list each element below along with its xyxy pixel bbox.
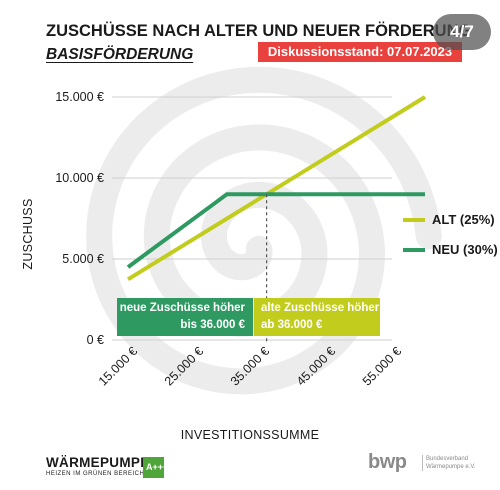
swirl-spiral [86,66,442,395]
legend-label-alt: ALT (25%) [432,212,495,227]
y-tick-label: 5.000 € [62,252,104,266]
annotation-old-line-2: ab 36.000 € [261,319,323,331]
legend-item-neu: NEU (30%) [403,242,498,258]
chart-subtitle: BASISFÖRDERUNG [46,46,194,63]
status-badge: Diskussionsstand: 07.07.2023 [258,42,462,62]
y-tick-label: 0 € [87,333,104,347]
annotation-new-higher: neue Zuschüsse höher bis 36.000 € [117,298,253,336]
legend-label-neu: NEU (30%) [432,242,498,257]
waermepumpe-logo-subtitle: HEIZEN IM GRÜNEN BEREICH [46,471,145,477]
annotation-new-line-2: bis 36.000 € [180,319,245,331]
y-axis-label-text: ZUSCHUSS [21,198,35,270]
series-line-alt [126,95,427,282]
chart-title: ZUSCHÜSSE NACH ALTER UND NEUER FÖRDERUNG [46,22,472,40]
series-line-neu [126,192,425,269]
bwp-logo: bwp [368,451,407,473]
annotation-new-line-1: neue Zuschüsse höher [119,302,245,314]
x-tick-label: 15.000 € [96,344,140,388]
waermepumpe-logo-title: WÄRMEPUMPE [46,455,150,470]
y-axis-label: ZUSCHUSS [8,185,52,285]
y-tick-label: 10.000 € [55,171,104,185]
waermepumpe-logo: WÄRMEPUMPE HEIZEN IM GRÜNEN BEREICH [46,455,150,477]
annotation-old-line-1: alte Zuschüsse höher [261,302,380,314]
x-axis-label: INVESTITIONSSUMME [180,428,320,442]
x-tick-label: 55.000 € [360,344,404,388]
background-swirl [86,66,442,395]
page-counter[interactable]: 4/7 [433,14,491,50]
y-tick-label: 15.000 € [55,90,104,104]
annotation-old-higher: alte Zuschüsse höher ab 36.000 € [254,298,380,336]
bwp-logo-subtitle: Bundesverband Wärmepumpe e.V. [422,455,475,471]
legend-swatch-alt [403,217,425,222]
legend-item-alt: ALT (25%) [403,212,495,228]
energy-label-icon: A+++ [143,457,168,478]
y-tick-labels: 0 € 5.000 € 10.000 € 15.000 € [55,90,104,347]
series-lines [126,95,427,342]
legend-swatch-neu [403,247,425,252]
